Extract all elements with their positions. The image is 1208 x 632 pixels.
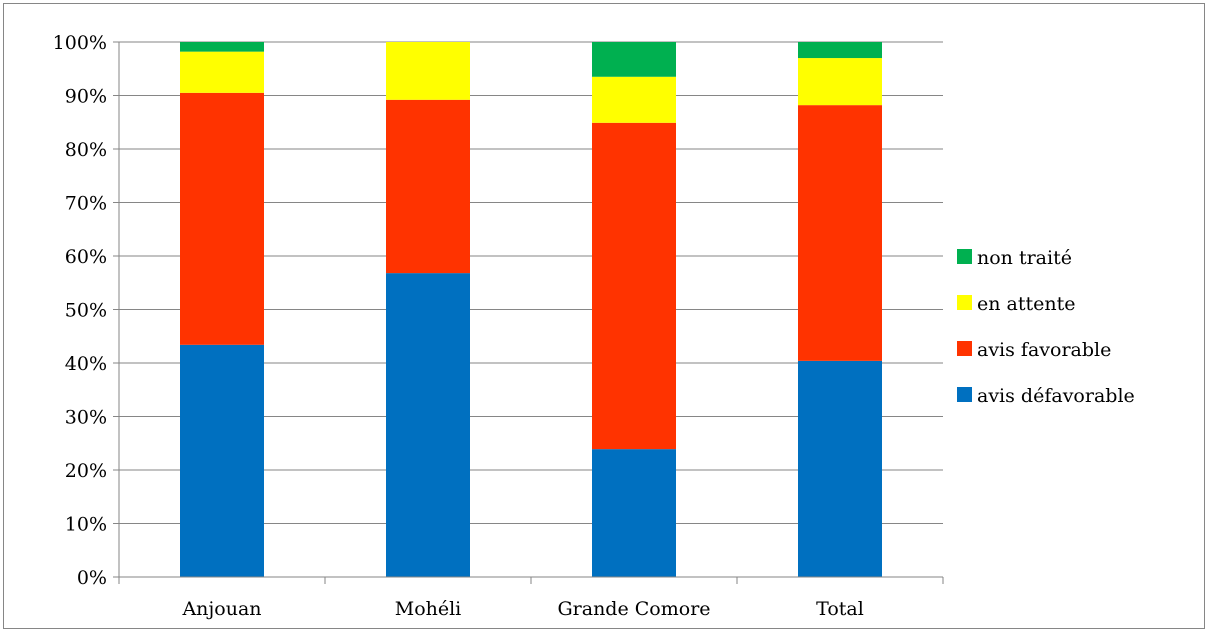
bar-segment-avis-favorable (592, 122, 676, 450)
x-tick-label: Anjouan (181, 598, 261, 620)
y-tick-label: 60% (65, 246, 107, 268)
x-tick-label: Mohéli (395, 598, 462, 620)
bar-segment-en-attente (386, 42, 470, 100)
y-tick-label: 50% (65, 300, 107, 322)
y-tick-label: 80% (65, 139, 107, 161)
bar-segment-avis-favorable (180, 92, 264, 345)
legend-label-avis-favorable: avis favorable (977, 339, 1111, 361)
bar-segment-avis-defavorable (386, 273, 470, 577)
x-tick-label: Total (816, 598, 864, 620)
bar-segment-avis-defavorable (180, 344, 264, 577)
bar-segment-non-traite (180, 42, 264, 52)
bar-segment-non-traite (592, 42, 676, 77)
legend-label-en-attente: en attente (977, 293, 1075, 315)
y-tick-label: 100% (53, 32, 107, 54)
y-tick-label: 30% (65, 407, 107, 429)
bar-segment-non-traite (798, 42, 882, 59)
y-tick-label: 20% (65, 460, 107, 482)
bar-segment-avis-defavorable (798, 360, 882, 577)
y-tick-label: 40% (65, 353, 107, 375)
x-tick-label: Grande Comore (557, 598, 710, 620)
bar-segment-en-attente (180, 51, 264, 93)
bar-segment-avis-favorable (798, 105, 882, 361)
axes: 0% 10% 20% 30% 40% 50% 60% 70% 80% 90% 100% Anjouan… (53, 32, 944, 620)
legend-label-avis-defavorable: avis défavorable (977, 385, 1135, 407)
legend-swatch-avis-favorable (957, 341, 972, 356)
y-tick-label: 0% (77, 567, 107, 589)
y-tick-label: 10% (65, 514, 107, 536)
legend-swatch-avis-defavorable (957, 387, 972, 402)
legend-label-non-traite: non traité (977, 247, 1072, 269)
bar-segment-en-attente (798, 58, 882, 106)
bar-segment-en-attente (592, 76, 676, 123)
legend-swatch-non-traite (957, 249, 972, 264)
bars (180, 42, 882, 577)
y-tick-label: 70% (65, 193, 107, 215)
legend: non traité en attente avis favorable avis d… (957, 247, 1135, 407)
bar-segment-avis-favorable (386, 99, 470, 274)
bar-segment-avis-defavorable (592, 449, 676, 577)
y-tick-label: 90% (65, 86, 107, 108)
legend-swatch-en-attente (957, 295, 972, 310)
